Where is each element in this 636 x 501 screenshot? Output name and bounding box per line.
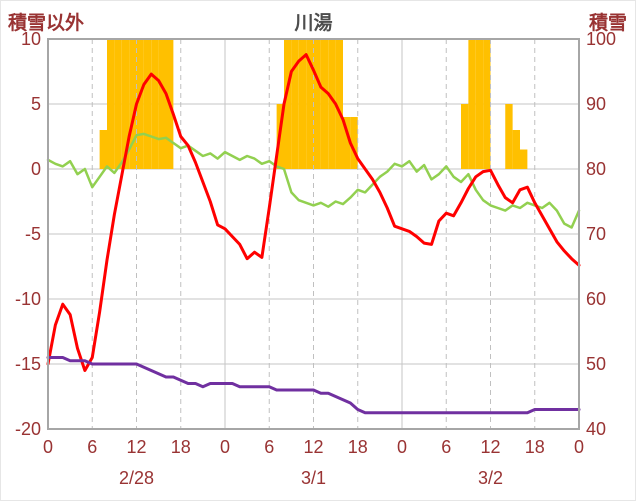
red-line-series xyxy=(46,53,581,372)
sunshine-bar xyxy=(99,130,107,169)
sunshine-bar xyxy=(343,117,351,169)
x-axis-date-label: 3/1 xyxy=(301,468,326,488)
plot-border xyxy=(47,38,580,430)
sunshine-bar xyxy=(143,39,152,169)
sunshine-bar xyxy=(158,39,166,169)
x-axis-hour-label: 0 xyxy=(43,437,53,457)
chart-title: 川湯 xyxy=(294,13,333,34)
sunshine-bar xyxy=(291,39,299,169)
sunshine-bar xyxy=(512,130,520,169)
left-axis-tick-label: 0 xyxy=(31,159,41,179)
left-axis-tick-label: -5 xyxy=(25,224,41,244)
left-axis-tick-label: -10 xyxy=(15,289,41,309)
right-axis-tick-label: 90 xyxy=(586,94,606,114)
x-axis-hour-label: 18 xyxy=(171,437,191,457)
sunshine-bar xyxy=(475,39,484,169)
x-axis-hour-label: 6 xyxy=(264,437,274,457)
left-axis-tick-label: 5 xyxy=(31,94,41,114)
x-axis-hour-label: 12 xyxy=(480,437,500,457)
sunshine-bar xyxy=(313,39,321,169)
sunshine-bar xyxy=(129,39,137,169)
x-axis-hour-label: 6 xyxy=(87,437,97,457)
sunshine-bar xyxy=(284,39,292,169)
left-axis-tick-label: -20 xyxy=(15,419,41,439)
sunshine-bar xyxy=(350,117,358,169)
sunshine-bar xyxy=(136,39,144,169)
right-axis-tick-label: 70 xyxy=(586,224,606,244)
right-axis-tick-label: 100 xyxy=(586,29,616,49)
right-axis-tick-label: 50 xyxy=(586,354,606,374)
x-axis-hour-label: 12 xyxy=(303,437,323,457)
x-axis-hour-label: 0 xyxy=(220,437,230,457)
purple-line-series xyxy=(46,356,581,415)
right-axis-title: 積雪 xyxy=(588,13,627,34)
sunshine-bar xyxy=(121,39,130,169)
sunshine-bar xyxy=(520,149,528,169)
sunshine-bar xyxy=(114,39,122,169)
sunshine-bar xyxy=(335,39,343,169)
x-axis-date-label: 2/28 xyxy=(119,468,154,488)
x-axis-date-label: 3/2 xyxy=(478,468,503,488)
left-axis-tick-label: 10 xyxy=(21,29,41,49)
x-axis-hour-label: 0 xyxy=(397,437,407,457)
sunshine-bar xyxy=(461,104,469,169)
sunshine-bar xyxy=(468,39,476,169)
right-axis-tick-label: 40 xyxy=(586,419,606,439)
sunshine-bar xyxy=(320,39,329,169)
green-line-series xyxy=(46,132,581,229)
left-axis-title: 積雪以外 xyxy=(8,13,85,34)
right-axis-tick-label: 80 xyxy=(586,159,606,179)
sunshine-bar xyxy=(328,39,336,169)
x-axis-hour-label: 12 xyxy=(126,437,146,457)
sunshine-bar xyxy=(151,39,159,169)
x-axis-hour-label: 18 xyxy=(525,437,545,457)
x-axis-hour-label: 18 xyxy=(348,437,368,457)
sunshine-bar xyxy=(483,39,491,169)
left-axis-tick-label: -15 xyxy=(15,354,41,374)
sunshine-bar xyxy=(306,39,314,169)
x-axis-hour-label: 6 xyxy=(441,437,451,457)
sunshine-bar xyxy=(107,39,115,169)
x-axis-hour-label: 0 xyxy=(574,437,584,457)
sunshine-bar xyxy=(505,104,513,169)
right-axis-tick-label: 60 xyxy=(586,289,606,309)
sunshine-bar xyxy=(298,39,307,169)
